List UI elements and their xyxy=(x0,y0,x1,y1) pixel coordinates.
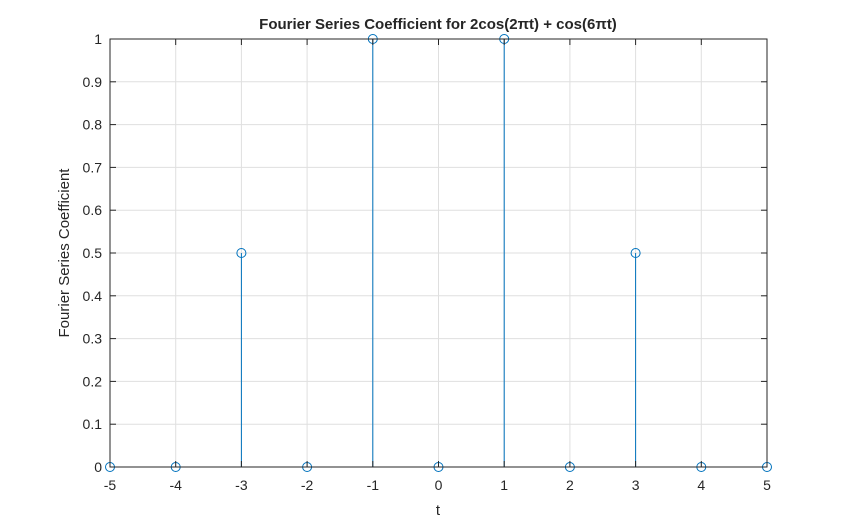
x-tick-label: -1 xyxy=(367,477,380,493)
x-tick-labels: -5 -4 -3 -2 -1 0 1 2 3 4 5 xyxy=(104,477,771,493)
y-tick-label: 0 xyxy=(94,459,102,475)
x-tick-label: -5 xyxy=(104,477,117,493)
y-tick-label: 0.6 xyxy=(83,202,103,218)
y-tick-label: 0.9 xyxy=(83,74,103,90)
x-tick-label: -3 xyxy=(235,477,248,493)
y-axis-label: Fourier Series Coefficient xyxy=(56,168,73,338)
chart-title: Fourier Series Coefficient for 2cos(2πt)… xyxy=(259,16,617,33)
y-tick-label: 0.8 xyxy=(83,117,103,133)
stem-marker xyxy=(236,248,247,258)
x-tick-label: 4 xyxy=(697,477,705,493)
y-tick-label: 0.3 xyxy=(83,331,103,347)
y-tick-label: 0.1 xyxy=(83,416,103,432)
x-tick-label: -2 xyxy=(301,477,314,493)
y-tick-label: 0.4 xyxy=(83,288,103,304)
x-tick-label: 2 xyxy=(566,477,574,493)
x-tick-label: 0 xyxy=(435,477,443,493)
x-tick-label: 5 xyxy=(763,477,771,493)
y-tick-label: 0.7 xyxy=(83,159,103,175)
x-axis-label: t xyxy=(436,502,441,519)
y-tick-labels: 0 0.1 0.2 0.3 0.4 0.5 0.6 0.7 0.8 0.9 1 xyxy=(83,31,103,475)
y-tick-label: 0.5 xyxy=(83,245,103,261)
y-tick-label: 1 xyxy=(94,31,102,47)
ticks xyxy=(109,38,768,468)
x-tick-label: 1 xyxy=(500,477,508,493)
stem-marker xyxy=(630,248,641,258)
y-tick-label: 0.2 xyxy=(83,373,103,389)
x-tick-label: -4 xyxy=(169,477,182,493)
x-tick-label: 3 xyxy=(632,477,640,493)
